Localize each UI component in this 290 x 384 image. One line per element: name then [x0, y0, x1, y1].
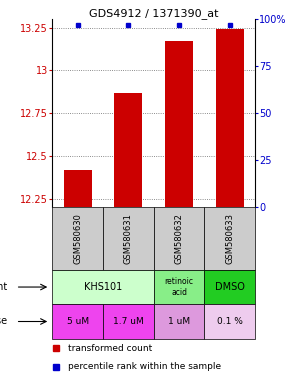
Bar — [216, 28, 244, 207]
Text: dose: dose — [0, 316, 8, 326]
Bar — [154, 304, 204, 339]
Text: GSM580632: GSM580632 — [175, 213, 184, 264]
Text: 1 uM: 1 uM — [168, 317, 190, 326]
Text: transformed count: transformed count — [68, 344, 153, 353]
Text: 1.7 uM: 1.7 uM — [113, 317, 144, 326]
Text: 0.1 %: 0.1 % — [217, 317, 243, 326]
Title: GDS4912 / 1371390_at: GDS4912 / 1371390_at — [89, 8, 218, 19]
Bar — [204, 207, 255, 270]
Bar — [64, 170, 92, 207]
Bar — [154, 270, 204, 304]
Bar — [52, 304, 103, 339]
Bar — [103, 207, 154, 270]
Bar — [204, 270, 255, 304]
Text: KHS101: KHS101 — [84, 282, 122, 292]
Text: agent: agent — [0, 282, 8, 292]
Bar — [52, 207, 103, 270]
Text: GSM580631: GSM580631 — [124, 213, 133, 264]
Text: GSM580633: GSM580633 — [225, 213, 234, 264]
Text: percentile rank within the sample: percentile rank within the sample — [68, 362, 222, 371]
Text: retinoic
acid: retinoic acid — [165, 277, 194, 297]
Text: GSM580630: GSM580630 — [73, 213, 82, 264]
Bar — [154, 207, 204, 270]
Text: 5 uM: 5 uM — [66, 317, 89, 326]
Text: DMSO: DMSO — [215, 282, 245, 292]
Bar — [114, 93, 142, 207]
Bar — [165, 41, 193, 207]
Bar — [103, 304, 154, 339]
Bar — [204, 304, 255, 339]
Bar — [52, 270, 154, 304]
